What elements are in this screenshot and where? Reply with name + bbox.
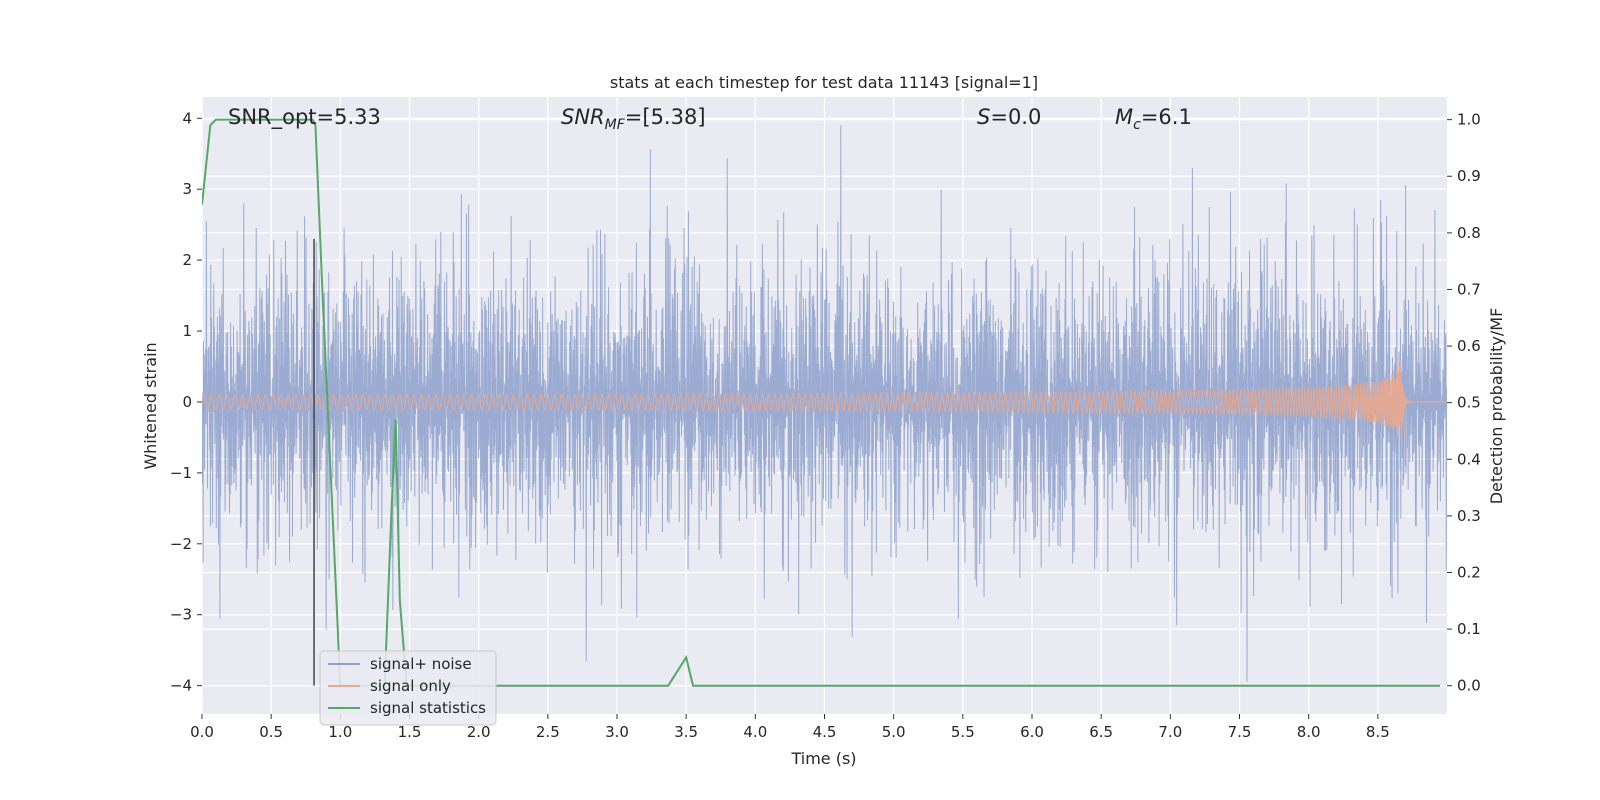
y-tick-label: 1 bbox=[182, 322, 192, 340]
signal-statistics-line bbox=[202, 118, 1441, 687]
s-symbol: S bbox=[977, 105, 990, 129]
annotation-snr-mf: SNRMF=[5.38] bbox=[561, 105, 706, 133]
x-tick-label: 7.5 bbox=[1228, 723, 1252, 741]
x-tick-label: 6.5 bbox=[1089, 723, 1113, 741]
legend-label-stat: signal statistics bbox=[370, 699, 486, 717]
snr-mf-subscript: MF bbox=[605, 117, 626, 133]
annotation-snr-opt: SNR_opt=5.33 bbox=[228, 105, 381, 130]
x-tick-label: 4.0 bbox=[743, 723, 767, 741]
x-tick-label: 4.5 bbox=[813, 723, 837, 741]
signal-only-line bbox=[202, 360, 1447, 440]
x-tick-label: 2.0 bbox=[467, 723, 491, 741]
y2-tick-label: 0.9 bbox=[1457, 167, 1481, 185]
y-axis-label: Whitened strain bbox=[141, 342, 160, 469]
legend-box bbox=[319, 650, 497, 726]
y2-tick-label: 0.7 bbox=[1457, 280, 1481, 298]
annotation-mc: Mc=6.1 bbox=[1115, 105, 1192, 133]
x-tick-label: 2.5 bbox=[536, 723, 560, 741]
y-tick-label: 3 bbox=[182, 180, 192, 198]
y-tick-label: −3 bbox=[170, 606, 192, 624]
x-tick-label: 0.5 bbox=[259, 723, 283, 741]
noise-line bbox=[202, 125, 1447, 682]
y2-tick-label: 0.3 bbox=[1457, 507, 1481, 525]
x-axis-label: Time (s) bbox=[790, 749, 856, 768]
signal-noise-series bbox=[202, 125, 1447, 682]
x-tick-label: 8.5 bbox=[1366, 723, 1390, 741]
y-tick-label: −2 bbox=[170, 535, 192, 553]
signal-only-series bbox=[202, 360, 1447, 440]
y-tick-label: 0 bbox=[182, 393, 192, 411]
mc-subscript: c bbox=[1133, 117, 1141, 133]
x-tick-label: 7.0 bbox=[1158, 723, 1182, 741]
y-tick-label: −1 bbox=[170, 464, 192, 482]
legend-label-signal: signal only bbox=[370, 677, 451, 695]
chart-title: stats at each timestep for test data 111… bbox=[610, 73, 1038, 92]
mc-value: =6.1 bbox=[1141, 105, 1192, 129]
y2-tick-label: 0.4 bbox=[1457, 450, 1481, 468]
y2-tick-label: 0.1 bbox=[1457, 620, 1481, 638]
x-tick-label: 5.0 bbox=[882, 723, 906, 741]
y-tick-label: 4 bbox=[182, 109, 192, 127]
plot-area bbox=[202, 118, 1447, 687]
x-tick-label: 6.0 bbox=[1020, 723, 1044, 741]
y2-tick-label: 0.0 bbox=[1457, 677, 1481, 695]
y2-axis-ticks: 1.0 0.9 0.8 0.7 0.6 0.5 0.4 0.3 0.2 0.1 0.0 bbox=[1447, 111, 1481, 695]
signal-statistics-series bbox=[202, 118, 1441, 687]
x-tick-label: 1.5 bbox=[398, 723, 422, 741]
x-tick-label: 3.0 bbox=[605, 723, 629, 741]
snr-mf-symbol: SNR bbox=[561, 105, 605, 129]
y2-tick-label: 0.5 bbox=[1457, 394, 1481, 412]
y2-tick-label: 0.8 bbox=[1457, 224, 1481, 242]
legend: signal+ noise signal only signal statist… bbox=[319, 650, 497, 726]
x-tick-label: 1.0 bbox=[328, 723, 352, 741]
y-axis-ticks: 4 3 2 1 0 −1 −2 −3 −4 bbox=[170, 109, 202, 695]
y-tick-label: −4 bbox=[170, 677, 192, 695]
x-tick-label: 5.5 bbox=[951, 723, 975, 741]
x-tick-label: 3.5 bbox=[674, 723, 698, 741]
annotation-s: S=0.0 bbox=[977, 105, 1041, 129]
x-axis-ticks: 0.0 0.5 1.0 1.5 2.0 2.5 3.0 3.5 4.0 4.5 5.0 5.5 6.0 6… bbox=[190, 714, 1390, 741]
x-tick-label: 8.0 bbox=[1297, 723, 1321, 741]
legend-label-noise: signal+ noise bbox=[370, 655, 472, 673]
y-tick-label: 2 bbox=[182, 251, 192, 269]
y2-axis-label: Detection probability/MF bbox=[1487, 308, 1506, 505]
x-tick-label: 0.0 bbox=[190, 723, 214, 741]
y2-tick-label: 0.2 bbox=[1457, 563, 1481, 581]
snr-mf-value: =[5.38] bbox=[625, 105, 706, 129]
y2-tick-label: 1.0 bbox=[1457, 111, 1481, 129]
mc-symbol: M bbox=[1115, 105, 1133, 129]
y2-tick-label: 0.6 bbox=[1457, 337, 1481, 355]
s-value: =0.0 bbox=[990, 105, 1041, 129]
